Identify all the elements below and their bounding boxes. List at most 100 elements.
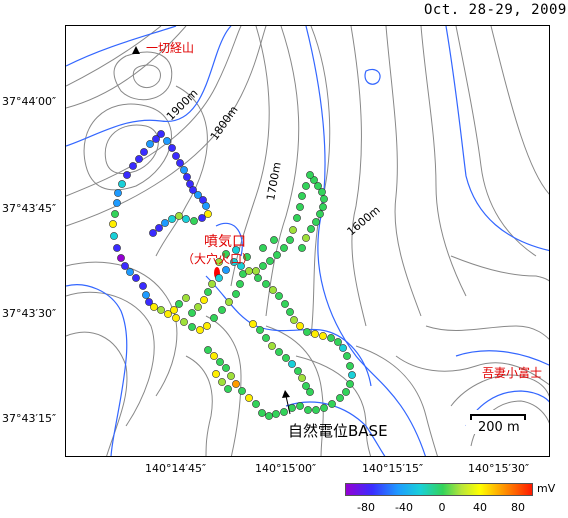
sp-point [306,388,314,396]
sp-point [304,406,312,414]
sp-point [268,342,276,350]
base-label: 自然電位BASE [288,422,388,440]
sp-point [336,394,344,402]
lon-label-4: 140°15′30″ [468,462,530,475]
sp-point [258,409,266,417]
scale-text: 200 m [478,420,520,435]
sp-point [259,244,267,252]
sp-point [114,189,122,197]
lon-label-3: 140°15′15″ [362,462,424,475]
lat-label-1: 37°44′00″ [2,95,57,108]
sp-point [339,344,347,352]
sp-point [132,274,140,282]
sp-point [123,171,131,179]
sp-point [139,282,147,290]
sp-point [262,334,270,342]
sp-point [172,152,180,160]
sp-point [286,236,294,244]
sp-point [302,182,310,190]
sp-point [222,266,230,274]
sp-point [280,244,288,252]
sp-point [294,367,302,375]
sp-point [288,360,296,368]
sp-point [126,268,134,276]
sp-point [296,203,304,211]
sp-point [150,303,158,311]
sp-point [121,262,129,270]
sp-point [194,303,202,311]
sp-point [118,180,126,188]
sp-point [140,148,148,156]
sp-point [319,203,327,211]
sp-point [183,173,191,181]
sp-point [275,348,283,356]
sp-point [342,388,350,396]
sp-point [289,226,297,234]
sp-point [155,224,163,232]
sp-point [303,328,311,336]
sp-point [343,352,351,360]
sp-point [216,358,224,366]
sp-point [212,370,220,378]
lat-label-2: 37°43′45″ [2,202,57,215]
sp-point [204,346,212,354]
sp-point [109,220,117,228]
sp-point [320,195,328,203]
sp-point [306,171,314,179]
sp-point [204,288,212,296]
colorbar-tick: 0 [438,501,446,514]
sp-point [142,291,150,299]
sp-point [320,404,328,412]
lon-label-1: 140°14′45″ [145,462,207,475]
sp-point [346,380,354,388]
colorbar-tick: 40 [473,501,487,514]
sp-point [200,296,208,304]
sp-point [318,188,326,196]
sp-point [312,218,320,226]
sp-point [210,352,218,360]
sp-point [275,292,283,300]
sp-point [237,262,245,270]
sp-point [281,300,289,308]
sp-point [269,286,277,294]
contour-label-1700: 1700m [264,161,284,201]
sp-point [224,385,232,393]
map-area[interactable]: 1900m 1800m 1700m 1600m [65,25,550,457]
sp-point [346,362,354,370]
base-arrow-head-icon [282,390,290,398]
sp-point [168,215,176,223]
sp-point [296,402,304,410]
vent-sub-label: （大穴火口） [182,252,255,266]
sp-point [172,314,180,322]
sp-point [202,202,210,210]
sp-point [170,306,178,314]
sp-point [302,234,310,242]
survey-date: Oct. 28-29, 2009 [424,2,567,18]
sp-point [188,309,196,317]
colorbar-unit: mV [537,482,556,495]
sp-point [176,159,184,167]
sp-point [265,412,273,420]
sp-point [215,274,223,282]
scale-bar: 200 m [466,410,532,435]
sp-point [175,300,183,308]
sp-point [243,253,251,261]
scale-line [470,414,526,420]
sp-point [218,378,226,386]
sp-point [290,316,298,324]
sp-point [293,214,301,222]
sp-point [163,137,171,145]
sp-point [312,406,320,414]
sp-measurement-points [109,130,356,420]
sp-point [230,258,238,266]
sp-point [175,212,183,220]
sp-point [298,192,306,200]
vent-label: 噴気口 [204,234,246,250]
sp-point [262,280,270,288]
colorbar-tick: -80 [357,501,375,514]
sp-point [327,334,335,342]
sp-point [256,326,264,334]
sp-point [204,210,212,218]
sp-point [252,400,260,408]
sp-point [232,246,240,254]
